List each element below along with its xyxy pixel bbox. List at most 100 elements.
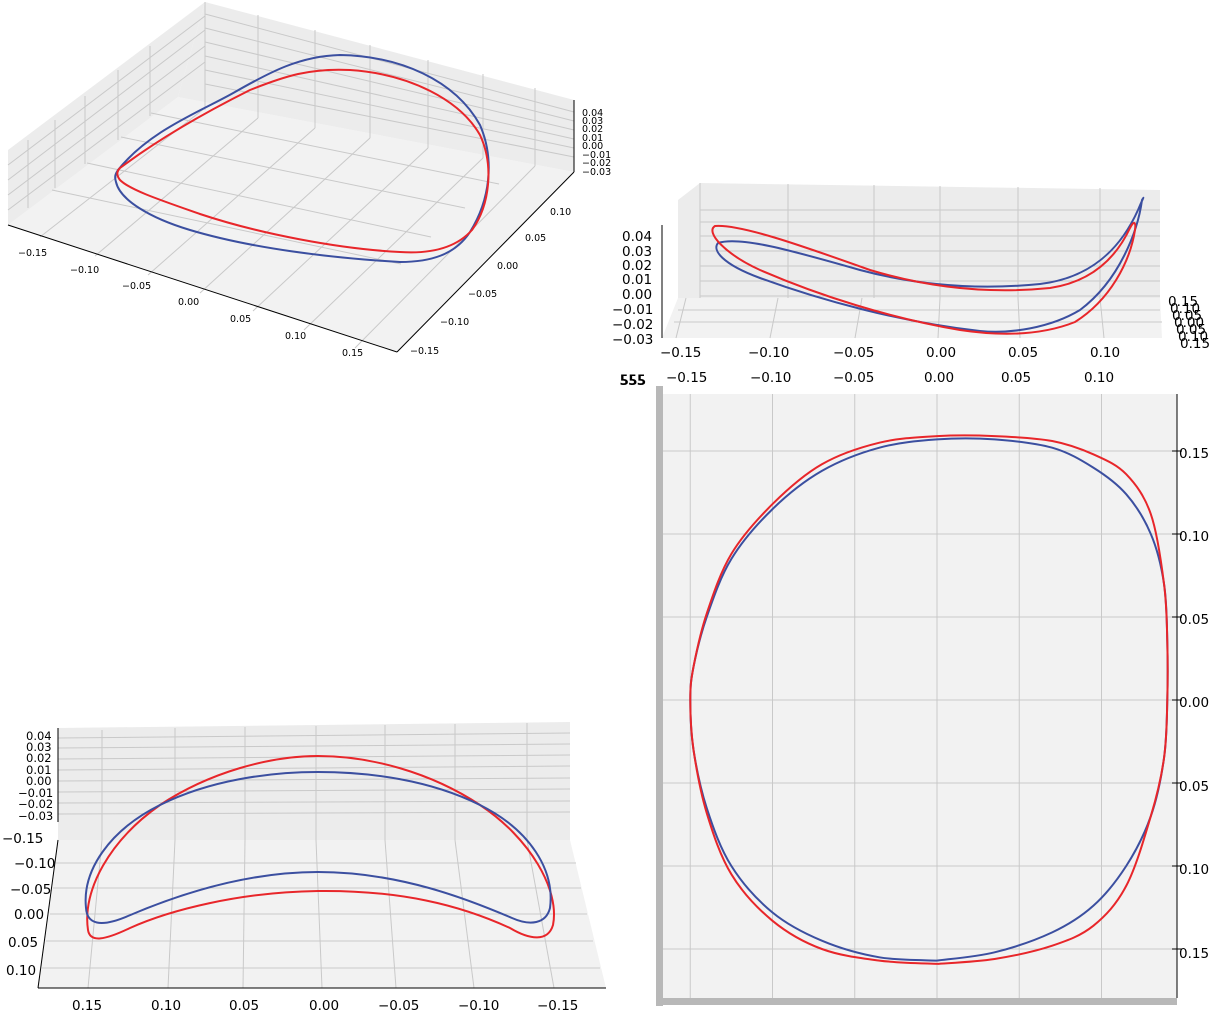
side-z-tick: 0.02 [622,258,652,274]
side-y-axis: 0.15 0.10 0.05 0.00 0.05 0.10 0.15 [1168,294,1210,352]
panel-top: −0.15 −0.10 −0.05 0.00 0.05 0.10 ƽƽƽ 0.1… [620,370,1209,1006]
front-back-pane [58,722,570,840]
side-y-tick: 0.00 [1174,315,1204,331]
top-y-tick: 0.00 [1179,695,1209,711]
front-y-tick: 0.10 [6,963,36,979]
oblique-z-tick: 0.03 [582,116,603,127]
front-z-tick: 0.03 [26,740,52,754]
side-z-tick: −0.02 [612,317,653,333]
top-bottom-edge [656,998,1177,1005]
side-x-tick: 0.10 [1090,345,1120,361]
side-x-tick: 0.05 [1008,345,1038,361]
side-x-tick: −0.05 [833,345,874,361]
top-y-tick: 0.10 [1179,862,1209,878]
top-x-tick: 0.10 [1084,370,1114,386]
top-gridlines [663,394,1182,998]
side-x-axis: −0.15 −0.10 −0.05 0.00 0.05 0.10 [660,345,1120,361]
oblique-x-tick: −0.05 [122,281,151,292]
top-left-edge [656,386,663,1006]
oblique-x-tick: −0.15 [18,248,47,259]
top-x-tick: −0.05 [833,370,874,386]
front-series-blue [84,770,552,924]
front-y-tick: −0.15 [2,831,43,847]
oblique-y-axis: 0.10 0.05 0.00 −0.05 −0.10 −0.15 [396,171,575,357]
oblique-x-tick: 0.10 [285,331,306,342]
front-x-axis: 0.15 0.10 0.05 0.00 −0.05 −0.10 −0.15 [38,987,606,1014]
oblique-gridlines [7,2,575,349]
front-z-tick: 0.04 [26,729,52,743]
oblique-series-red [116,68,490,254]
front-y-tick: 0.00 [14,907,44,923]
top-y-tick: 0.05 [1179,779,1209,795]
front-y-tick: −0.05 [10,882,51,898]
oblique-z-tick: 0.01 [582,133,603,144]
top-x-tick: 0.00 [924,370,954,386]
top-x-axis: −0.15 −0.10 −0.05 0.00 0.05 0.10 ƽƽƽ [620,370,1114,386]
front-x-tick: −0.05 [378,998,419,1014]
top-x-tick: −0.15 [666,370,707,386]
front-x-tick: 0.00 [309,998,339,1014]
front-x-tick: 0.05 [229,998,259,1014]
front-z-tick: 0.02 [26,751,52,765]
front-z-tick: 0.01 [26,763,52,777]
front-gridlines [42,723,600,989]
front-z-tick: −0.03 [18,809,53,823]
front-y-tick: 0.05 [8,935,38,951]
front-z-axis: 0.04 0.03 0.02 0.01 0.00 −0.01 −0.02 −0.… [18,728,59,823]
side-series-blue [715,196,1145,333]
side-z-axis: 0.04 0.03 0.02 0.01 0.00 −0.01 −0.02 −0.… [612,225,663,348]
oblique-y-tick: 0.10 [550,207,571,218]
side-z-tick: 0.04 [622,229,652,245]
side-x-tick: 0.00 [926,345,956,361]
side-z-tick: 0.01 [622,272,652,288]
oblique-back-pane [178,2,574,172]
panel-oblique: −0.15 −0.10 −0.05 0.00 0.05 0.10 0.15 0.… [7,2,611,359]
top-x-tick: 0.05 [1001,370,1031,386]
side-back-pane [678,183,1160,298]
side-y-tick: 0.05 [1172,308,1202,324]
oblique-x-axis: −0.15 −0.10 −0.05 0.00 0.05 0.10 0.15 [7,224,398,359]
top-y-tick: 0.15 [1179,946,1209,962]
side-y-tick: 0.15 [1168,294,1198,310]
oblique-y-tick: 0.00 [497,261,518,272]
top-y-axis: 0.15 0.10 0.05 0.00 0.05 0.10 0.15 [1176,394,1209,998]
oblique-y-tick: −0.15 [410,346,439,357]
top-x-tick: −0.10 [750,370,791,386]
oblique-x-tick: 0.00 [178,297,199,308]
front-z-tick: 0.00 [26,774,52,788]
oblique-x-tick: 0.05 [230,314,251,325]
front-x-tick: 0.10 [151,998,181,1014]
side-floor-pane [662,298,1162,338]
side-y-tick: 0.05 [1176,322,1206,338]
top-pane [663,394,1177,998]
front-z-tick: −0.01 [18,786,53,800]
oblique-y-tick: −0.10 [440,317,469,328]
panel-front: 0.04 0.03 0.02 0.01 0.00 −0.01 −0.02 −0.… [2,722,606,1014]
oblique-floor-pane [8,97,574,352]
oblique-z-axis: 0.04 0.03 0.02 0.01 0.00 −0.01 −0.02 −0.… [573,100,611,178]
oblique-z-tick: 0.02 [582,124,603,135]
side-series-red [711,222,1137,335]
oblique-z-tick: −0.01 [582,150,611,161]
oblique-x-tick: −0.10 [70,265,99,276]
oblique-z-tick: −0.03 [582,167,611,178]
side-y-tick: 0.15 [1180,336,1210,352]
front-y-tick: −0.10 [14,856,55,872]
side-y-tick: 0.10 [1178,329,1208,345]
front-x-tick: −0.10 [458,998,499,1014]
oblique-z-tick: 0.00 [582,141,603,152]
side-z-tick: −0.03 [612,332,653,348]
oblique-side-pane [8,2,205,225]
oblique-x-tick: 0.15 [342,348,363,359]
oblique-y-tick: 0.05 [525,233,546,244]
panel-side: −0.15 −0.10 −0.05 0.00 0.05 0.10 0.04 0.… [612,183,1210,361]
top-series-group [689,434,1169,965]
top-y-tick: 0.10 [1179,529,1209,545]
side-z-tick: 0.03 [622,244,652,260]
oblique-z-tick: −0.02 [582,158,611,169]
front-y-axis: −0.15 −0.10 −0.05 0.00 0.05 0.10 [2,831,59,989]
side-x-tick: −0.15 [660,345,701,361]
oblique-z-tick: 0.04 [582,108,603,119]
oblique-series-blue [114,53,490,264]
